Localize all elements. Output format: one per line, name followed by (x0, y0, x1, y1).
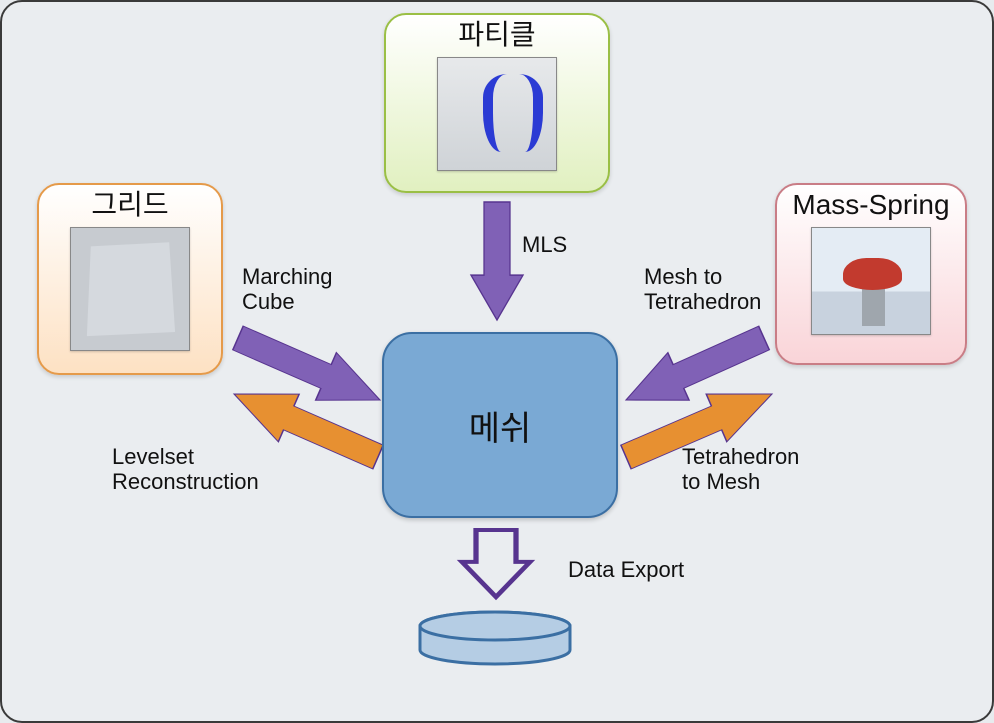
database-icon (420, 612, 570, 664)
edge-marching_cube (228, 314, 391, 424)
node-particle: 파티클 (384, 13, 610, 193)
node-mass-spring: Mass-Spring (775, 183, 967, 365)
node-grid-title: 그리드 (91, 189, 168, 221)
node-grid: 그리드 (37, 183, 223, 375)
edge-label-mesh-to-tet: Mesh toTetrahedron (644, 264, 761, 315)
node-mass-spring-title: Mass-Spring (792, 189, 949, 221)
edge-mls (471, 202, 523, 320)
edge-label-mls: MLS (522, 232, 567, 257)
edge-label-marching-cube: MarchingCube (242, 264, 332, 315)
diagram-frame: 파티클 그리드 Mass-Spring 메쉬 MLS MarchingCube … (0, 0, 994, 723)
node-particle-title: 파티클 (458, 19, 535, 51)
node-mesh-title: 메쉬 (469, 401, 532, 450)
node-mass-spring-image (811, 227, 931, 335)
edge-label-tet-to-mesh: Tetrahedronto Mesh (682, 444, 799, 495)
edge-label-data-export: Data Export (568, 557, 684, 582)
node-mesh: 메쉬 (382, 332, 618, 518)
edge-data_export (462, 530, 530, 597)
edge-label-levelset: LevelsetReconstruction (112, 444, 259, 495)
edge-mesh_to_tet (615, 314, 774, 423)
node-grid-image (70, 227, 190, 351)
node-particle-image (437, 57, 557, 171)
